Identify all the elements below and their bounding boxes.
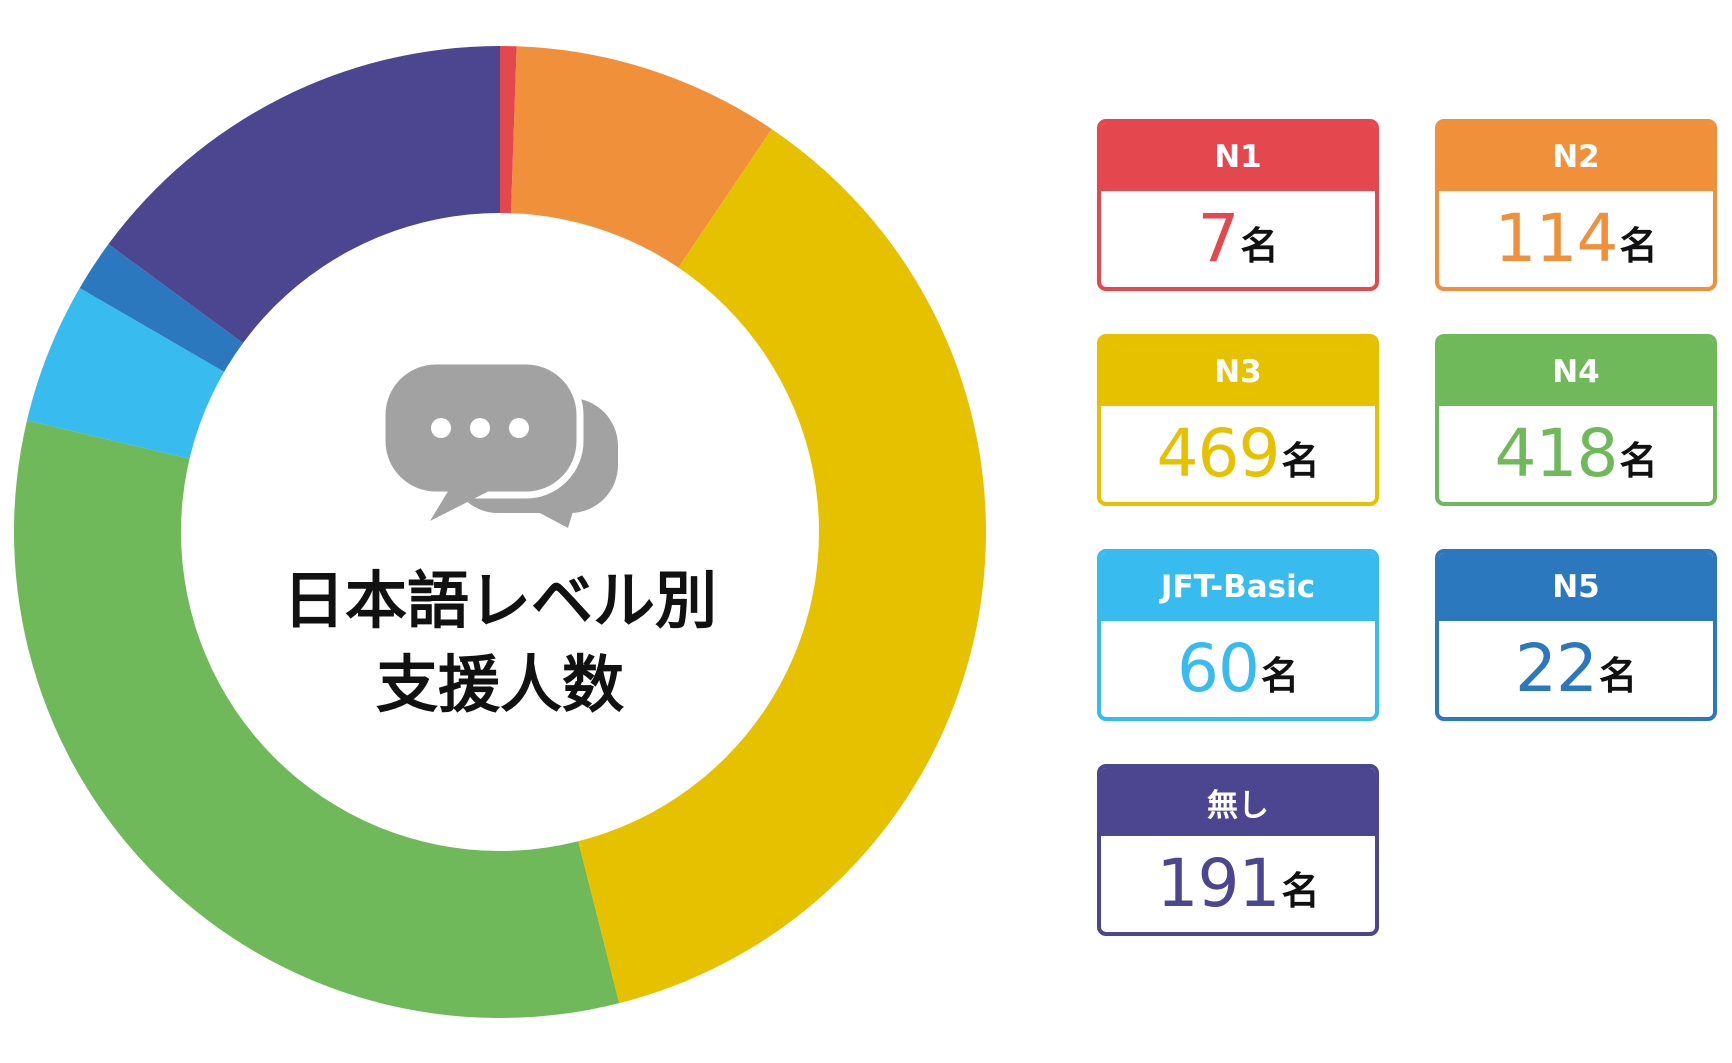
legend-card-none: 無し 191 名 [1097,764,1379,936]
legend-card-value: 114 [1494,200,1619,277]
legend-card-value: 60 [1177,630,1260,707]
legend-card-n1: N1 7 名 [1097,119,1379,291]
legend-card-unit: 名 [1260,654,1299,698]
chart-title-line-2: 支援人数 [376,648,624,721]
donut-chart: 日本語レベル別 支援人数 [14,46,986,1018]
legend-card-value: 7 [1197,200,1239,277]
legend-card-label: N1 [1101,123,1375,191]
legend-card-value: 418 [1494,415,1619,492]
legend-card-label: N2 [1439,123,1713,191]
legend-card-unit: 名 [1619,439,1658,483]
legend-card-n2: N2 114 名 [1435,119,1717,291]
legend-card-value: 469 [1156,415,1281,492]
legend-card-label: N3 [1101,338,1375,406]
chart-title-line-1: 日本語レベル別 [283,564,717,637]
legend-card-unit: 名 [1619,224,1658,268]
donut-hole [181,213,819,851]
legend-card-label: JFT-Basic [1101,553,1375,621]
legend-card-jft-basic: JFT-Basic 60 名 [1097,549,1379,721]
speech-bubbles-icon [378,357,618,528]
legend-card-unit: 名 [1281,869,1320,913]
legend-card-label: N4 [1439,338,1713,406]
legend-card-n5: N5 22 名 [1435,549,1717,721]
legend-card-n3: N3 469 名 [1097,334,1379,506]
legend-card-unit: 名 [1240,224,1279,268]
legend-card-value: 191 [1156,845,1281,922]
legend-card-unit: 名 [1598,654,1637,698]
legend-card-n4: N4 418 名 [1435,334,1717,506]
legend-card-value: 22 [1515,630,1598,707]
legend-card-label: N5 [1439,553,1713,621]
legend-card-label: 無し [1101,768,1375,836]
legend-card-unit: 名 [1281,439,1320,483]
